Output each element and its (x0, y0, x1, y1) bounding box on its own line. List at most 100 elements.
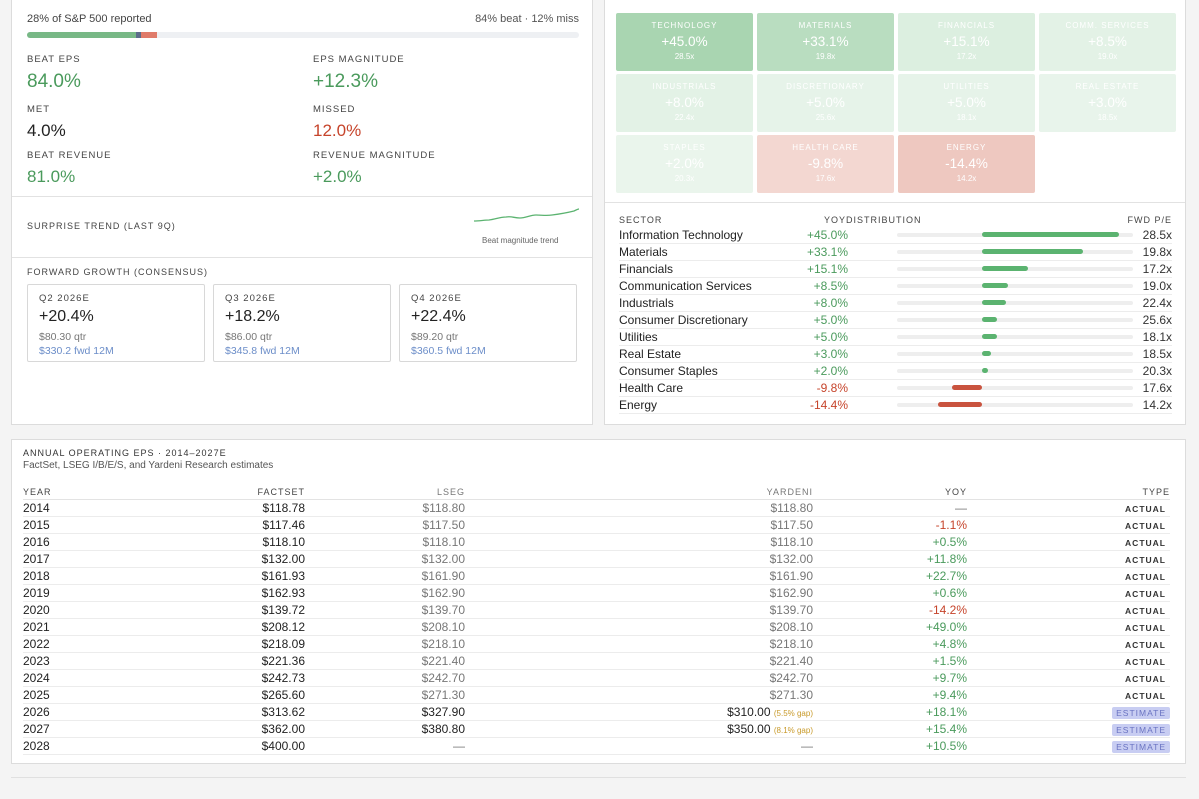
heatmap-tile[interactable]: MATERIALS +33.1% 19.8x (757, 13, 894, 71)
sector-yoy: -14.4% (809, 398, 848, 412)
heatmap-tile[interactable]: FINANCIALS +15.1% 17.2x (898, 13, 1035, 71)
progress-met-segment (136, 32, 141, 38)
metric-label: EPS MAGNITUDE (313, 54, 405, 65)
heatmap-tile[interactable]: REAL ESTATE +3.0% 18.5x (1039, 74, 1176, 132)
cell-type: ACTUAL (967, 516, 1170, 534)
sector-name: Information Technology (619, 228, 743, 242)
cell-yoy: +1.5% (813, 652, 967, 670)
cell-yardeni: $218.10 (465, 635, 813, 653)
table-row[interactable]: 2021 $208.12 $208.10 $208.10 +49.0% ACTUAL (23, 618, 1170, 636)
cell-yardeni: $271.30 (465, 686, 813, 704)
table-row[interactable]: 2027 $362.00 $380.80 $350.00 (8.1% gap) +15.… (23, 720, 1170, 738)
heatmap-tile[interactable]: UTILITIES +5.0% 18.1x (898, 74, 1035, 132)
col-yoy: YOY (813, 486, 967, 500)
sector-row[interactable]: Industrials +8.0% 22.4x (619, 295, 1172, 312)
cell-yardeni: $118.80 (465, 499, 813, 517)
cell-type: ESTIMATE (967, 720, 1170, 738)
cell-yardeni: $162.90 (465, 584, 813, 602)
cell-lseg: $139.70 (305, 601, 465, 619)
cell-type: ACTUAL (967, 499, 1170, 517)
table-row[interactable]: 2028 $400.00— — +10.5% ESTIMATE (23, 737, 1170, 755)
table-row[interactable]: 2014 $118.78 $118.80 $118.80— ACTUAL (23, 499, 1170, 517)
cell-yardeni: $161.90 (465, 567, 813, 585)
table-row[interactable]: 2020 $139.72 $139.70 $139.70 -14.2% ACTUAL (23, 601, 1170, 619)
cell-lseg: $118.10 (305, 533, 465, 551)
table-row[interactable]: 2025 $265.60 $271.30 $271.30 +9.4% ACTUAL (23, 686, 1170, 704)
heatmap-tile[interactable]: HEALTH CARE -9.8% 17.6x (757, 135, 894, 193)
distribution-bar (982, 266, 1028, 271)
cell-factset: $162.93 (123, 584, 305, 602)
heatmap-tile[interactable]: ENERGY -14.4% 14.2x (898, 135, 1035, 193)
sector-row[interactable]: Communication Services +8.5% 19.0x (619, 278, 1172, 295)
table-row[interactable]: 2017 $132.00 $132.00 $132.00 +11.8% ACTUAL (23, 550, 1170, 568)
reporting-progress-bar (27, 32, 579, 38)
yardeni-value: $218.10 (769, 636, 813, 651)
sparkline-path (474, 208, 579, 222)
sector-row[interactable]: Materials +33.1% 19.8x (619, 244, 1172, 261)
metric-value: 81.0% (27, 167, 76, 186)
cell-year: 2024 (23, 669, 123, 687)
annual-eps-table: YEAR FACTSET LSEG YARDENI YOY TYPE 2014 $… (23, 486, 1170, 755)
heatmap-tile[interactable]: COMM. SERVICES +8.5% 19.0x (1039, 13, 1176, 71)
tile-growth-value: +5.0% (806, 95, 845, 110)
sector-name: Health Care (619, 381, 684, 395)
cell-year: 2021 (23, 618, 123, 636)
table-row[interactable]: 2019 $162.93 $162.90 $162.90 +0.6% ACTUAL (23, 584, 1170, 602)
table-row[interactable]: 2018 $161.93 $161.90 $161.90 +22.7% ACTUAL (23, 567, 1170, 585)
cell-type: ESTIMATE (967, 703, 1170, 721)
table-row[interactable]: 2022 $218.09 $218.10 $218.10 +4.8% ACTUAL (23, 635, 1170, 653)
cell-yardeni: $242.70 (465, 669, 813, 687)
sector-row[interactable]: Financials +15.1% 17.2x (619, 261, 1172, 278)
sector-row[interactable]: Energy -14.4% 14.2x (619, 397, 1172, 414)
cell-year: 2017 (23, 550, 123, 568)
sector-row[interactable]: Utilities +5.0% 18.1x (619, 329, 1172, 346)
cell-lseg: $117.50 (305, 516, 465, 534)
sector-name: Consumer Staples (619, 364, 718, 378)
sector-row[interactable]: Real Estate +3.0% 18.5x (619, 346, 1172, 363)
cell-type: ACTUAL (967, 669, 1170, 687)
sector-row[interactable]: Consumer Discretionary +5.0% 25.6x (619, 312, 1172, 329)
cell-lseg: $218.10 (305, 635, 465, 653)
sector-yoy: +33.1% (806, 245, 848, 259)
tile-fwd-pe: 19.0x (1097, 52, 1118, 61)
tile-sector-name: TECHNOLOGY (651, 21, 718, 30)
table-row[interactable]: 2015 $117.46 $117.50 $117.50 -1.1% ACTUAL (23, 516, 1170, 534)
tile-fwd-pe: 22.4x (674, 113, 695, 122)
metric-label: MET (27, 104, 51, 115)
cell-year: 2020 (23, 601, 123, 619)
cell-lseg: $161.90 (305, 567, 465, 585)
tile-fwd-pe: 17.6x (815, 174, 836, 183)
actual-badge: ACTUAL (1125, 537, 1166, 548)
actual-badge: ACTUAL (1125, 605, 1166, 616)
header-yoy-distribution: YOYDISTRIBUTION (824, 215, 922, 225)
cell-yardeni: $221.40 (465, 652, 813, 670)
heatmap-tile[interactable]: TECHNOLOGY +45.0% 28.5x (616, 13, 753, 71)
cell-yoy: — (813, 499, 967, 517)
heatmap-tile[interactable]: DISCRETIONARY +5.0% 25.6x (757, 74, 894, 132)
estimate-badge: ESTIMATE (1112, 723, 1170, 736)
tile-fwd-pe: 17.2x (956, 52, 977, 61)
estimate-badge: ESTIMATE (1112, 740, 1170, 753)
forward-quarter-card: Q4 2026E +22.4% $89.20 qtr $360.5 fwd 12… (399, 284, 577, 362)
table-row[interactable]: 2016 $118.10 $118.10 $118.10 +0.5% ACTUAL (23, 533, 1170, 551)
sector-row[interactable]: Consumer Staples +2.0% 20.3x (619, 363, 1172, 380)
table-row[interactable]: 2023 $221.36 $221.40 $221.40 +1.5% ACTUAL (23, 652, 1170, 670)
eps-table-title: ANNUAL OPERATING EPS · 2014–2027E (23, 448, 227, 458)
cell-lseg: $132.00 (305, 550, 465, 568)
cell-type: ACTUAL (967, 635, 1170, 653)
earnings-summary-panel: 28% of S&P 500 reported 84% beat · 12% m… (11, 0, 593, 425)
cell-factset: $117.46 (123, 516, 305, 534)
eps-table-body: 2014 $118.78 $118.80 $118.80— ACTUAL 2015 $117… (23, 499, 1170, 755)
cell-yoy: +18.1% (813, 703, 967, 721)
sector-row[interactable]: Health Care -9.8% 17.6x (619, 380, 1172, 397)
sector-row[interactable]: Information Technology +45.0% 28.5x (619, 227, 1172, 244)
yardeni-value: $242.70 (769, 670, 813, 685)
table-row[interactable]: 2026 $313.62 $327.90 $310.00 (5.5% gap) +18.… (23, 703, 1170, 721)
table-row[interactable]: 2024 $242.73 $242.70 $242.70 +9.7% ACTUAL (23, 669, 1170, 687)
heatmap-tile[interactable]: INDUSTRIALS +8.0% 22.4x (616, 74, 753, 132)
yardeni-value: $310.00 (727, 704, 771, 719)
actual-badge: ACTUAL (1125, 622, 1166, 633)
cell-year: 2018 (23, 567, 123, 585)
heatmap-tile[interactable]: STAPLES +2.0% 20.3x (616, 135, 753, 193)
tile-growth-value: -9.8% (807, 156, 844, 171)
